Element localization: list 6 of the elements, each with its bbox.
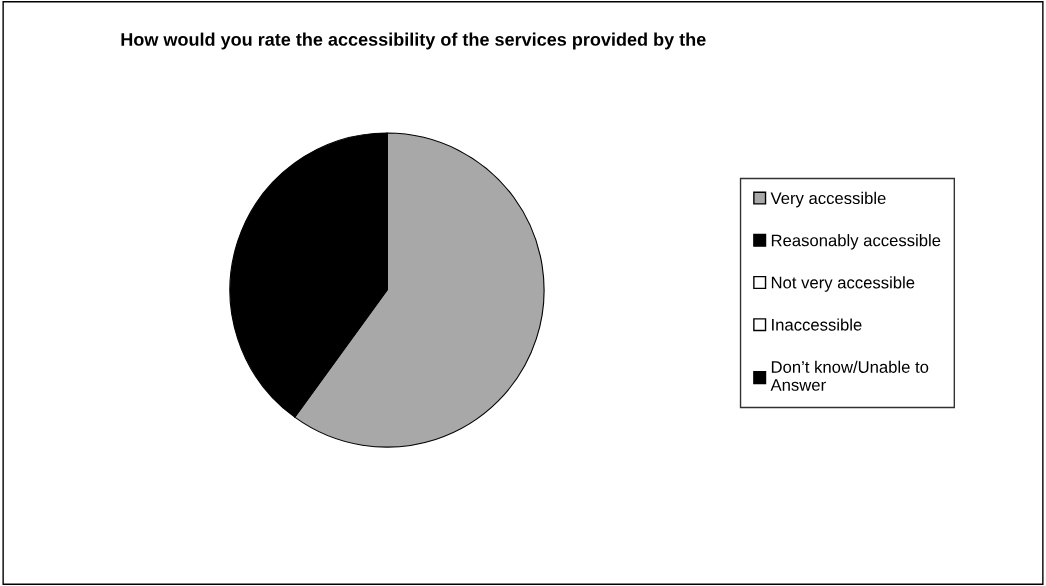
chart-title: How would you rate the accessibility of the services provided by the	[121, 32, 706, 50]
legend-label: Reasonably accessible	[771, 234, 941, 250]
legend-label: Don’t know/Unable to Answer	[770, 360, 929, 391]
legend-label: Inaccessible	[772, 318, 862, 331]
legend-label: Very accessible	[770, 191, 886, 208]
legend-label: Not very accessible	[771, 276, 915, 292]
